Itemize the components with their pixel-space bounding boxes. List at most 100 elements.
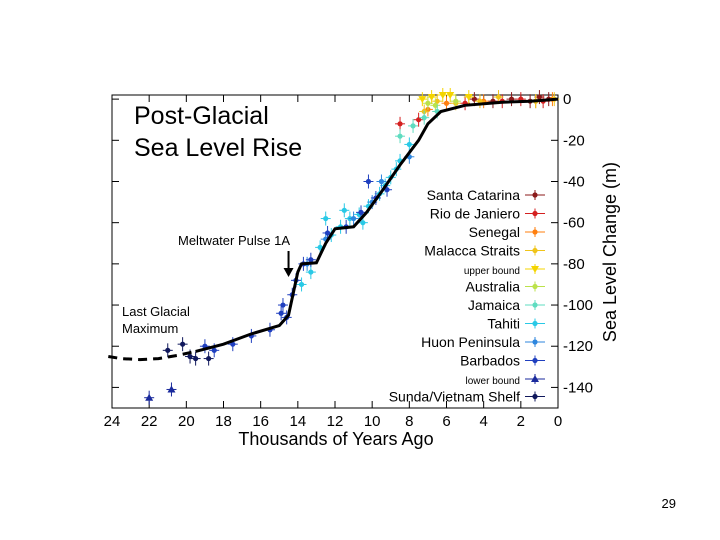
data-point: [206, 355, 212, 362]
data-point: [360, 220, 366, 226]
data-point: [397, 133, 403, 139]
legend-marker: [532, 247, 538, 254]
data-point: [317, 244, 323, 250]
legend-label: Malacca Straits: [424, 243, 520, 259]
legend-label: Tahiti: [487, 316, 520, 332]
data-point: [193, 355, 199, 362]
data-point: [418, 96, 427, 104]
data-point: [365, 178, 372, 185]
data-point: [187, 353, 193, 360]
legend-label: lower bound: [466, 376, 520, 387]
legend-marker: [532, 393, 538, 400]
series-sunda-vietnam-shelf: [162, 337, 214, 366]
x-tick-label: 14: [289, 413, 306, 430]
data-point: [211, 347, 217, 353]
data-point: [298, 281, 305, 288]
data-point: [446, 92, 455, 99]
data-point: [464, 94, 473, 102]
data-point: [278, 310, 284, 316]
y-tick-label: 0: [563, 91, 571, 108]
legend-marker: [531, 266, 539, 273]
data-point: [471, 96, 477, 102]
x-tick-label: 18: [215, 413, 232, 430]
x-tick-label: 12: [327, 413, 344, 430]
annotation-meltwater-pulse: Meltwater Pulse 1A: [178, 233, 290, 248]
data-point: [167, 385, 176, 393]
legend-label: upper bound: [464, 266, 520, 277]
chart-title-line-1: Post-Glacial: [134, 102, 269, 130]
legend-marker: [532, 283, 538, 290]
plot-frame: [111, 94, 559, 409]
page-number: 29: [661, 496, 676, 511]
data-point: [384, 187, 390, 193]
y-axis-label: Sea Level Change (m): [600, 162, 620, 342]
legend-label: Santa Catarina: [427, 187, 521, 203]
data-point: [410, 123, 416, 129]
data-point: [427, 94, 436, 102]
data-point: [421, 115, 427, 121]
data-point: [308, 257, 314, 263]
chart-title-line-2: Sea Level Rise: [134, 134, 303, 162]
legend-marker: [532, 210, 538, 217]
data-point: [443, 100, 450, 106]
legend-label: Jamaica: [468, 297, 520, 313]
legend-marker: [532, 357, 538, 364]
legend-marker: [531, 375, 539, 382]
x-tick-label: 24: [104, 413, 121, 430]
data-point: [378, 178, 385, 185]
data-point: [434, 98, 440, 104]
data-point: [358, 209, 364, 215]
legend: Santa Catarina Rio de Janiero Senegal Malac…: [389, 187, 545, 405]
legend-label: Sunda/Vietnam Shelf: [389, 389, 520, 405]
data-point: [495, 94, 502, 100]
x-tick-label: 8: [405, 413, 413, 430]
y-tick-label: -140: [563, 379, 593, 396]
annotation-lgm-line-1: Last Glacial: [122, 304, 190, 319]
x-tick-label: 4: [479, 413, 487, 430]
y-tick-label: -120: [563, 338, 593, 355]
x-tick-label: 0: [554, 413, 562, 430]
legend-label: Barbados: [460, 353, 520, 369]
y-tick-label: -80: [563, 256, 585, 273]
x-axis-label: Thousands of Years Ago: [238, 429, 433, 449]
y-tick-label: -20: [563, 132, 585, 149]
data-point: [453, 98, 459, 104]
trend-line-solid: [195, 97, 559, 353]
x-tick-label: 6: [442, 413, 450, 430]
y-tick-label: -100: [563, 297, 593, 314]
data-point: [230, 341, 236, 347]
data-point: [397, 121, 403, 127]
data-point: [416, 117, 422, 123]
data-point: [180, 341, 186, 347]
data-point: [323, 215, 329, 222]
data-point: [145, 393, 154, 401]
legend-marker: [532, 320, 538, 327]
data-point: [438, 92, 447, 99]
legend-label: Huon Peninsula: [421, 334, 520, 350]
annotation-arrow-head: [283, 268, 294, 277]
data-point: [536, 94, 543, 100]
series-jamaica: [395, 104, 443, 144]
legend-marker: [532, 339, 538, 345]
x-tick-label: 22: [141, 413, 158, 430]
series-lower-bound: [144, 382, 177, 405]
legend-label: Australia: [466, 279, 521, 295]
legend-marker: [532, 192, 538, 198]
data-point: [308, 269, 314, 275]
y-tick-label: -60: [563, 215, 585, 232]
data-point: [324, 230, 331, 236]
x-tick-label: 20: [178, 413, 195, 430]
x-tick-label: 2: [517, 413, 525, 430]
data-point: [341, 207, 347, 213]
legend-marker: [532, 302, 538, 308]
data-point: [350, 215, 357, 222]
legend-marker: [532, 229, 538, 235]
data-point: [165, 347, 171, 353]
legend-label: Senegal: [469, 224, 520, 240]
x-tick-label: 10: [364, 413, 381, 430]
data-point: [432, 102, 438, 108]
data-point: [425, 100, 431, 106]
legend-label: Rio de Janiero: [430, 206, 520, 222]
